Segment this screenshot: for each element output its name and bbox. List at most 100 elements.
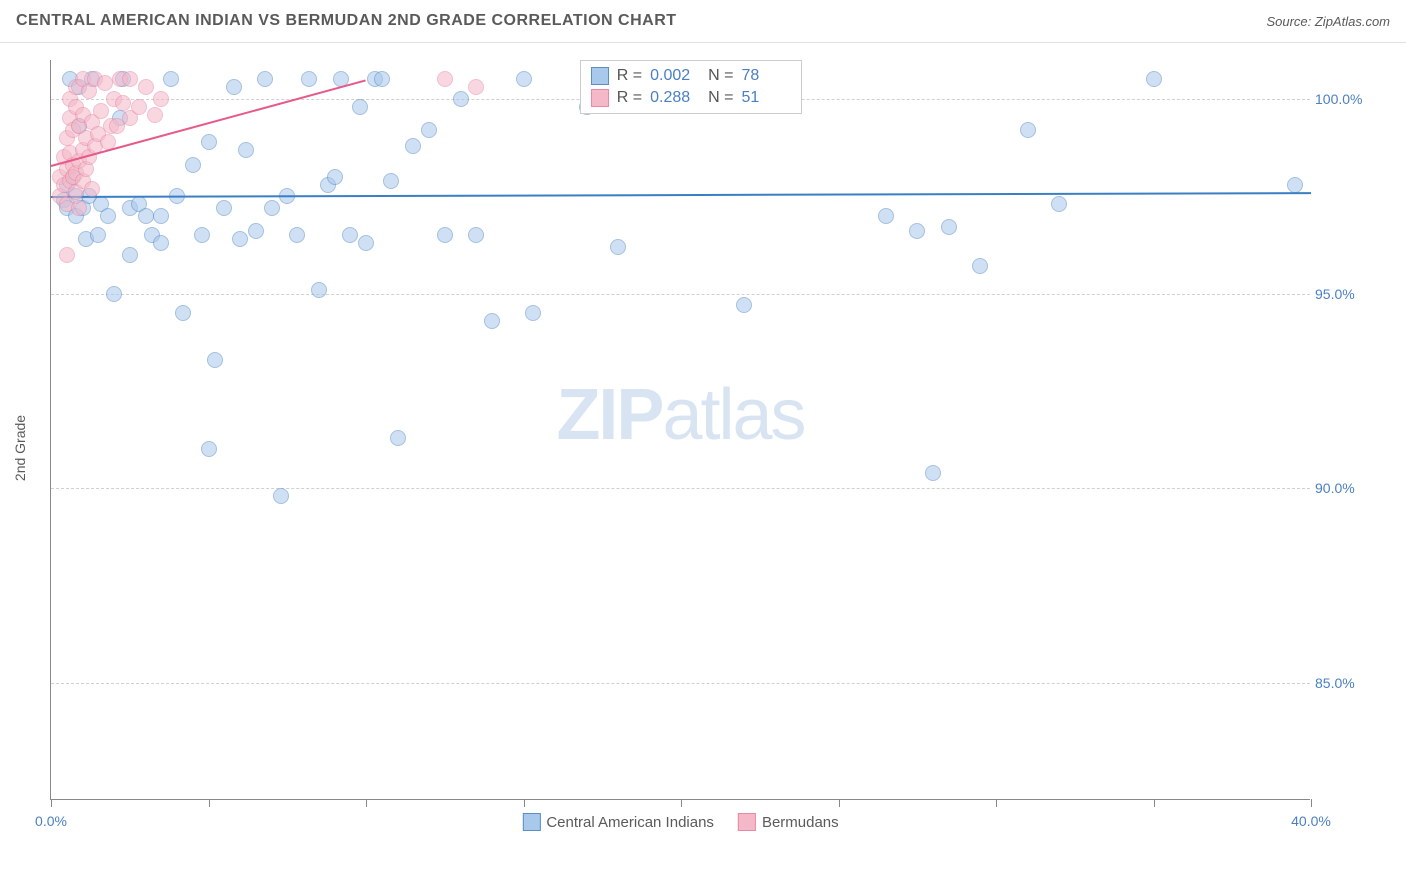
stats-box: R = 0.002 N = 78 R = 0.288 N = 51 (580, 60, 803, 114)
x-tick (209, 799, 210, 807)
scatter-point (516, 71, 532, 87)
stats-n-value: 78 (741, 67, 791, 85)
scatter-point (383, 173, 399, 189)
x-tick (1154, 799, 1155, 807)
stats-swatch (591, 89, 609, 107)
chart-area: 2nd Grade ZIPatlas 85.0%90.0%95.0%100.0%… (50, 60, 1350, 820)
scatter-point (352, 99, 368, 115)
scatter-point (84, 181, 100, 197)
scatter-point (525, 305, 541, 321)
scatter-point (216, 200, 232, 216)
scatter-point (185, 157, 201, 173)
scatter-point (153, 235, 169, 251)
trendline (51, 192, 1311, 198)
legend-swatch (738, 813, 756, 831)
stats-r-label: R = (617, 89, 642, 107)
gridline (51, 488, 1310, 489)
x-tick-label: 0.0% (35, 813, 67, 829)
scatter-point (71, 200, 87, 216)
x-tick (1311, 799, 1312, 807)
x-tick-label: 40.0% (1291, 813, 1331, 829)
scatter-point (138, 79, 154, 95)
legend-item: Bermudans (738, 813, 839, 831)
scatter-point (468, 227, 484, 243)
stats-r-value: 0.002 (650, 67, 700, 85)
plot-area: ZIPatlas 85.0%90.0%95.0%100.0%0.0%40.0%R… (50, 60, 1310, 800)
scatter-point (194, 227, 210, 243)
scatter-point (273, 488, 289, 504)
scatter-point (97, 75, 113, 91)
scatter-point (106, 286, 122, 302)
scatter-point (238, 142, 254, 158)
scatter-point (358, 235, 374, 251)
x-tick (681, 799, 682, 807)
scatter-point (1020, 122, 1036, 138)
scatter-point (972, 258, 988, 274)
stats-n-label: N = (708, 89, 733, 107)
scatter-point (610, 239, 626, 255)
stats-r-value: 0.288 (650, 89, 700, 107)
scatter-point (342, 227, 358, 243)
scatter-point (909, 223, 925, 239)
scatter-point (405, 138, 421, 154)
scatter-point (232, 231, 248, 247)
scatter-point (131, 99, 147, 115)
scatter-point (1287, 177, 1303, 193)
stats-n-label: N = (708, 67, 733, 85)
scatter-point (207, 352, 223, 368)
stats-r-label: R = (617, 67, 642, 85)
scatter-point (153, 91, 169, 107)
stats-row: R = 0.288 N = 51 (591, 87, 792, 109)
scatter-point (138, 208, 154, 224)
stats-row: R = 0.002 N = 78 (591, 65, 792, 87)
scatter-point (153, 208, 169, 224)
scatter-point (257, 71, 273, 87)
y-tick-label: 100.0% (1315, 91, 1370, 107)
watermark: ZIPatlas (556, 374, 804, 456)
legend-label: Bermudans (762, 814, 839, 831)
y-tick-label: 95.0% (1315, 286, 1370, 302)
scatter-point (484, 313, 500, 329)
legend: Central American Indians Bermudans (522, 813, 838, 831)
scatter-point (248, 223, 264, 239)
scatter-point (1146, 71, 1162, 87)
scatter-point (289, 227, 305, 243)
header: CENTRAL AMERICAN INDIAN VS BERMUDAN 2ND … (0, 0, 1406, 43)
scatter-point (437, 227, 453, 243)
scatter-point (390, 430, 406, 446)
chart-title: CENTRAL AMERICAN INDIAN VS BERMUDAN 2ND … (16, 12, 677, 30)
scatter-point (90, 227, 106, 243)
scatter-point (122, 71, 138, 87)
scatter-point (1051, 196, 1067, 212)
y-axis-label: 2nd Grade (12, 415, 28, 481)
scatter-point (311, 282, 327, 298)
x-tick (524, 799, 525, 807)
scatter-point (374, 71, 390, 87)
scatter-point (59, 247, 75, 263)
scatter-point (115, 95, 131, 111)
scatter-point (437, 71, 453, 87)
gridline (51, 294, 1310, 295)
stats-swatch (591, 67, 609, 85)
scatter-point (264, 200, 280, 216)
scatter-point (878, 208, 894, 224)
scatter-point (93, 103, 109, 119)
scatter-point (421, 122, 437, 138)
scatter-point (201, 134, 217, 150)
scatter-point (327, 169, 343, 185)
y-tick-label: 85.0% (1315, 675, 1370, 691)
scatter-point (163, 71, 179, 87)
scatter-point (201, 441, 217, 457)
scatter-point (175, 305, 191, 321)
scatter-point (122, 247, 138, 263)
scatter-point (941, 219, 957, 235)
legend-swatch (522, 813, 540, 831)
scatter-point (925, 465, 941, 481)
x-tick (366, 799, 367, 807)
scatter-point (468, 79, 484, 95)
x-tick (51, 799, 52, 807)
legend-item: Central American Indians (522, 813, 714, 831)
stats-n-value: 51 (741, 89, 791, 107)
legend-label: Central American Indians (546, 814, 714, 831)
scatter-point (736, 297, 752, 313)
